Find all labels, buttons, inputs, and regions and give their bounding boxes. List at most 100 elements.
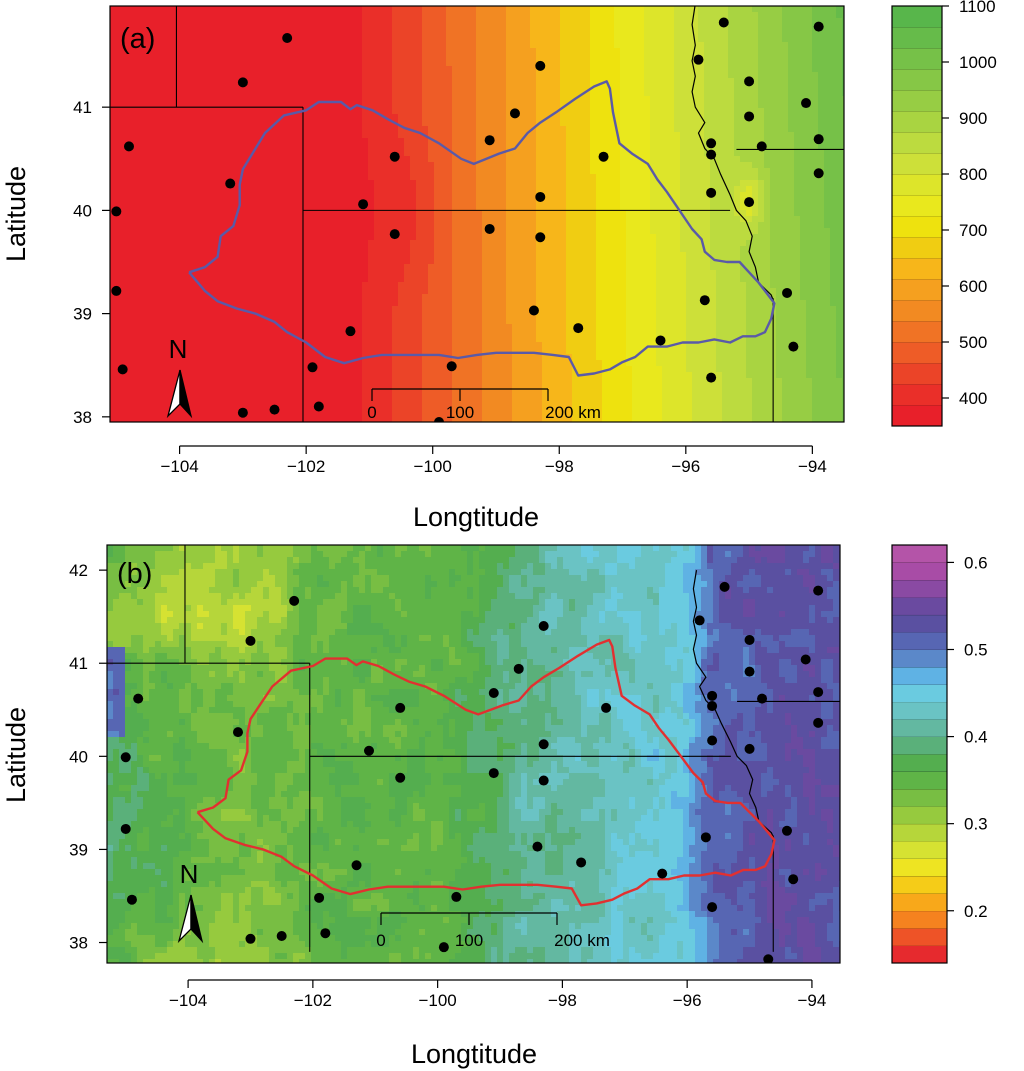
field-cell (524, 180, 531, 187)
field-cell (332, 132, 339, 139)
field-cell (416, 246, 423, 253)
field-cell (788, 84, 795, 91)
field-cell (650, 126, 657, 133)
field-cell (488, 180, 495, 187)
field-cell (590, 42, 597, 49)
field-cell (716, 162, 723, 169)
field-cell (452, 210, 459, 217)
field-cell (248, 156, 255, 163)
field-cell (212, 162, 219, 169)
field-cell (248, 24, 255, 31)
field-cell (746, 66, 753, 73)
field-cell (464, 96, 471, 103)
field-cell (566, 192, 573, 199)
field-cell (716, 12, 723, 19)
field-cell (386, 102, 393, 109)
field-cell (374, 216, 381, 223)
field-cell (722, 222, 729, 229)
field-cell (236, 150, 243, 157)
field-cell (680, 210, 687, 217)
field-cell (320, 174, 327, 181)
field-cell (722, 48, 729, 55)
field-cell (236, 84, 243, 91)
field-cell (368, 36, 375, 43)
field-cell (386, 6, 393, 13)
field-cell (512, 18, 519, 25)
field-cell (614, 174, 621, 181)
field-cell (326, 180, 333, 187)
field-cell (146, 144, 153, 151)
field-cell (590, 150, 597, 157)
field-cell (656, 174, 663, 181)
field-cell (272, 48, 279, 55)
field-cell (476, 246, 483, 253)
field-cell (686, 168, 693, 175)
field-cell (710, 108, 717, 115)
field-cell (614, 78, 621, 85)
field-cell (572, 66, 579, 73)
field-cell (302, 78, 309, 85)
field-cell (164, 240, 171, 247)
field-cell (368, 150, 375, 157)
field-cell (830, 198, 837, 205)
field-cell (422, 24, 429, 31)
field-cell (326, 114, 333, 121)
field-cell (422, 222, 429, 229)
field-cell (236, 12, 243, 19)
field-cell (638, 186, 645, 193)
field-cell (812, 84, 819, 91)
field-cell (746, 222, 753, 229)
field-cell (518, 156, 525, 163)
field-cell (824, 54, 831, 61)
field-cell (200, 12, 207, 19)
field-cell (626, 192, 633, 199)
field-cell (440, 222, 447, 229)
field-cell (578, 234, 585, 241)
field-cell (542, 126, 549, 133)
field-cell (656, 114, 663, 121)
field-cell (146, 24, 153, 31)
field-cell (392, 198, 399, 205)
field-cell (146, 174, 153, 181)
field-cell (110, 168, 117, 175)
field-cell (476, 90, 483, 97)
field-cell (662, 84, 669, 91)
field-cell (248, 186, 255, 193)
field-cell (416, 96, 423, 103)
field-cell (704, 42, 711, 49)
field-cell (542, 204, 549, 211)
field-cell (470, 42, 477, 49)
field-cell (410, 120, 417, 127)
field-cell (656, 210, 663, 217)
field-cell (698, 48, 705, 55)
field-cell (710, 162, 717, 169)
field-cell (620, 132, 627, 139)
field-cell (398, 168, 405, 175)
field-cell (440, 198, 447, 205)
field-cell (482, 144, 489, 151)
field-cell (698, 162, 705, 169)
field-cell (692, 66, 699, 73)
field-cell (212, 174, 219, 181)
field-cell (224, 48, 231, 55)
field-cell (176, 18, 183, 25)
field-cell (158, 102, 165, 109)
field-cell (314, 12, 321, 19)
field-cell (164, 246, 171, 253)
field-cell (266, 24, 273, 31)
field-cell (164, 228, 171, 235)
field-cell (752, 222, 759, 229)
field-cell (680, 192, 687, 199)
field-cell (398, 222, 405, 229)
field-cell (140, 30, 147, 37)
field-cell (152, 108, 159, 115)
field-cell (572, 108, 579, 115)
field-cell (596, 144, 603, 151)
field-cell (608, 240, 615, 247)
field-cell (530, 30, 537, 37)
field-cell (176, 72, 183, 79)
field-cell (824, 114, 831, 121)
field-cell (776, 108, 783, 115)
field-cell (620, 30, 627, 37)
field-cell (644, 108, 651, 115)
